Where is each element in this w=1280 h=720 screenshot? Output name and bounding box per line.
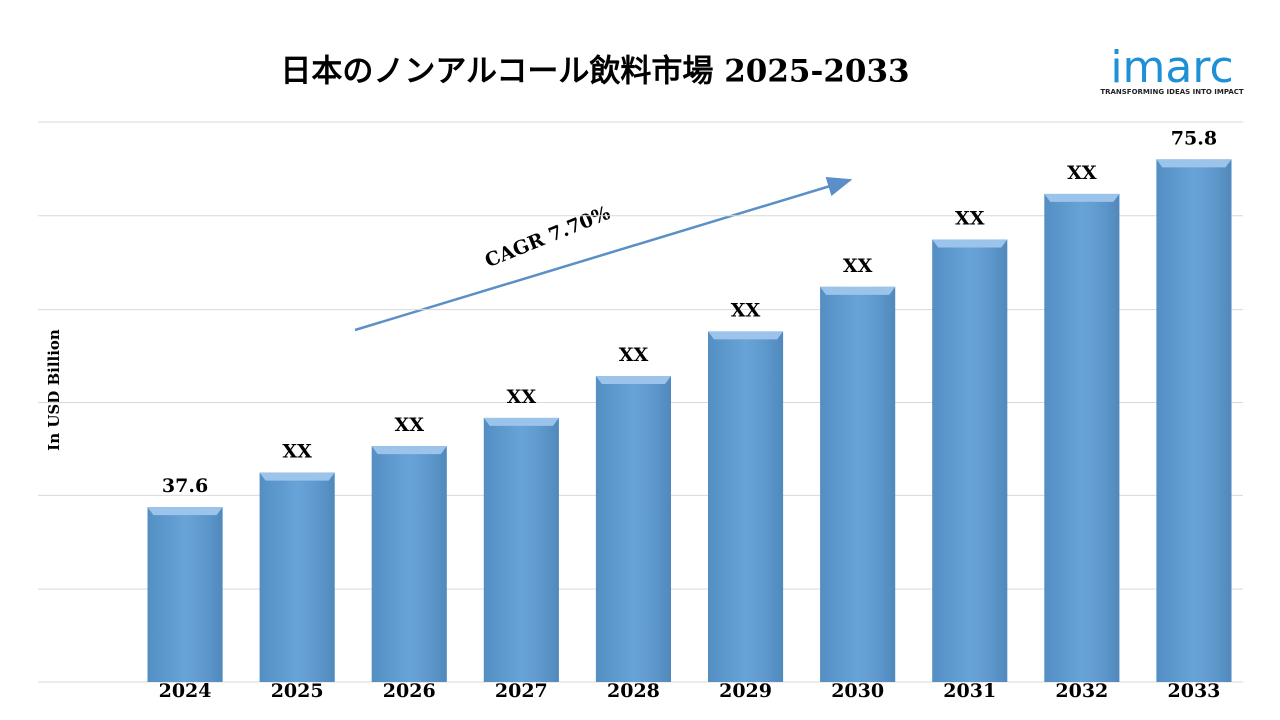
bar-shade	[483, 417, 559, 682]
bar-group	[595, 376, 672, 682]
bar-group	[147, 507, 223, 682]
value-label: XX	[395, 414, 425, 436]
bar-group	[1156, 159, 1232, 683]
bar-cap	[932, 239, 1008, 248]
value-label: XX	[843, 255, 873, 277]
bar-cap	[259, 472, 335, 481]
cagr-arrow	[354, 176, 853, 332]
bar-shade	[932, 239, 1008, 682]
bar-group	[707, 331, 784, 682]
bar-group	[371, 446, 447, 682]
bar-shade	[147, 507, 223, 682]
value-label: 75.8	[1171, 127, 1217, 149]
bar-shade	[820, 286, 896, 682]
bar-shade	[1044, 193, 1120, 683]
bar-group	[820, 286, 896, 682]
y-axis-label: In USD Billion	[45, 329, 63, 451]
x-tick-label: 2024	[159, 680, 212, 702]
bar-cap	[147, 507, 223, 516]
x-tick-label: 2027	[495, 680, 548, 702]
value-label: 37.6	[162, 475, 208, 497]
value-label: XX	[282, 441, 312, 463]
x-tick-label: 2026	[383, 680, 436, 702]
bar-shade	[595, 376, 672, 682]
x-tick-label: 2032	[1055, 680, 1108, 702]
x-tick-label: 2031	[943, 680, 996, 702]
logo-tagline: TRANSFORMING IDEAS INTO IMPACT	[1100, 88, 1244, 96]
x-tick-label: 2029	[719, 680, 772, 702]
bar-cap	[707, 331, 784, 340]
logo-name: imarc	[1110, 42, 1233, 93]
bar-group	[932, 239, 1008, 682]
bar-shade	[371, 446, 447, 682]
bar-shade	[259, 472, 335, 682]
bar-cap	[595, 376, 672, 385]
cagr-annotation: CAGR 7.70%	[482, 202, 613, 272]
value-label: XX	[731, 299, 761, 321]
x-tick-label: 2025	[271, 680, 324, 702]
value-label: XX	[1067, 162, 1097, 184]
bar-cap	[1156, 159, 1232, 168]
bar-cap	[371, 446, 447, 455]
bar-cap	[820, 286, 896, 295]
value-label: XX	[507, 386, 537, 408]
x-tick-label: 2028	[607, 680, 660, 702]
bar-cap	[1044, 193, 1120, 202]
chart-title: 日本のノンアルコール飲料市場 2025-2033	[280, 54, 909, 90]
value-label: XX	[619, 344, 649, 366]
bar-shade	[1156, 159, 1232, 683]
bar-group	[483, 417, 559, 682]
bar-group	[259, 472, 335, 682]
x-tick-label: 2030	[831, 680, 884, 702]
x-tick-label: 2033	[1168, 680, 1221, 702]
bar-group	[1044, 193, 1120, 683]
value-label: XX	[955, 207, 985, 229]
bar-shade	[707, 331, 784, 682]
bar-cap	[483, 417, 559, 426]
